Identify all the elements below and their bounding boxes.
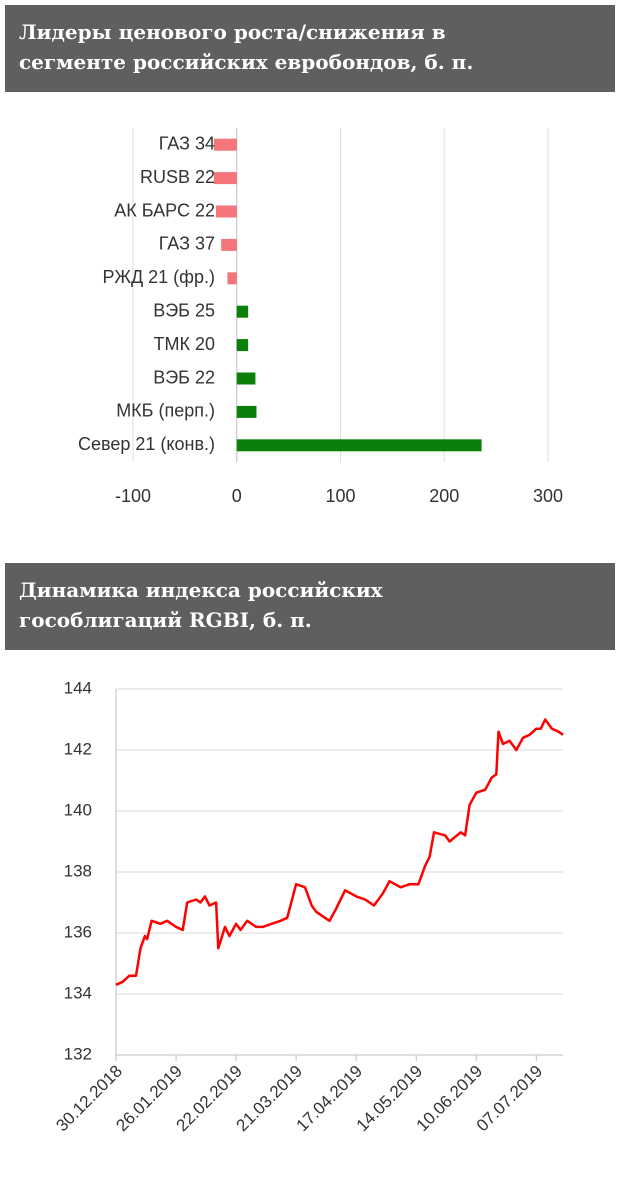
bar — [221, 238, 237, 251]
y-tick-label: 136 — [64, 922, 92, 941]
x-tick-label: -100 — [115, 486, 151, 506]
y-tick-label: 142 — [64, 739, 92, 758]
category-label: АК БАРС 22 — [114, 200, 215, 220]
bar — [213, 138, 237, 151]
bar — [236, 305, 249, 318]
category-label: ГАЗ 37 — [159, 234, 215, 254]
bar — [236, 372, 256, 385]
y-tick-label: 132 — [64, 1044, 92, 1063]
x-tick-label: 100 — [325, 486, 355, 506]
bar — [216, 205, 237, 218]
bar — [213, 172, 237, 185]
bar — [227, 272, 237, 285]
y-tick-label: 140 — [64, 800, 92, 819]
category-label: ВЭБ 25 — [153, 300, 215, 320]
category-label: РЖД 21 (фр.) — [103, 267, 215, 287]
category-label: ГАЗ 34 — [159, 133, 215, 153]
y-tick-label: 134 — [64, 983, 92, 1002]
bar — [236, 439, 482, 452]
chart-title: Динамика индекса российских гособлигаций… — [19, 578, 383, 632]
chart-title: Лидеры ценового роста/снижения в сегмент… — [19, 20, 474, 74]
title-box: Лидеры ценового роста/снижения в сегмент… — [5, 5, 615, 92]
title-box: Динамика индекса российских гособлигаций… — [5, 563, 615, 650]
category-label: Север 21 (конв.) — [78, 434, 215, 454]
y-tick-label: 138 — [64, 861, 92, 880]
category-label: ТМК 20 — [154, 334, 216, 354]
x-tick-label: 0 — [232, 486, 242, 506]
category-label: ВЭБ 22 — [153, 367, 215, 387]
bar — [236, 405, 257, 418]
y-tick-label: 144 — [64, 678, 92, 697]
category-label: МКБ (перп.) — [116, 401, 215, 421]
line — [115, 718, 564, 986]
x-tick-label: 200 — [429, 486, 459, 506]
category-label: RUSB 22 — [140, 167, 215, 187]
x-tick-label: 300 — [533, 486, 563, 506]
bar — [236, 339, 249, 352]
